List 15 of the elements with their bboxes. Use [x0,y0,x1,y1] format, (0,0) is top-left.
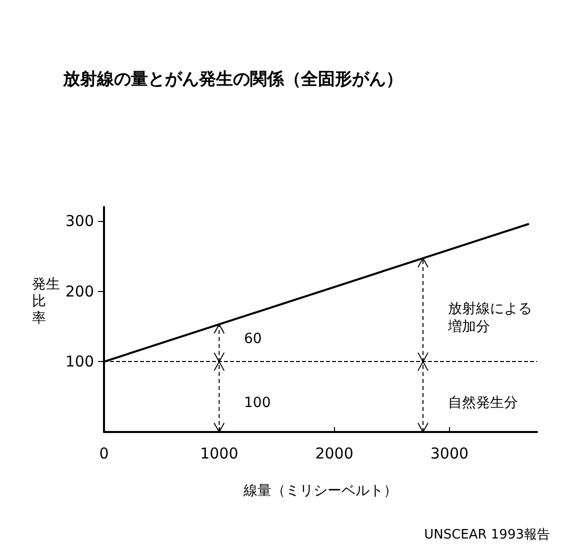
x-tick-label: 3000 [430,444,469,462]
x-tick-label: 0 [99,444,109,462]
x-axis-title: 線量（ミリシーベルト） [242,483,398,499]
y-axis-title: 発生比率 [32,276,60,326]
annotation: 自然発生分 [448,395,518,411]
y-tick-label: 300 [65,212,94,230]
text: UNSCEAR 1993報告 [424,528,550,542]
y-tick-label: 100 [65,352,94,371]
annotation: 放射線による増加分 [447,301,532,335]
x-tick-label: 2000 [315,444,354,462]
chart-title: 放射線の量とがん発生の関係（全固形がん） [62,70,403,90]
annotation: 100 [244,395,271,411]
y-tick-label: 200 [65,282,94,300]
annotation: 60 [244,331,262,347]
x-tick-label: 1000 [200,444,238,462]
